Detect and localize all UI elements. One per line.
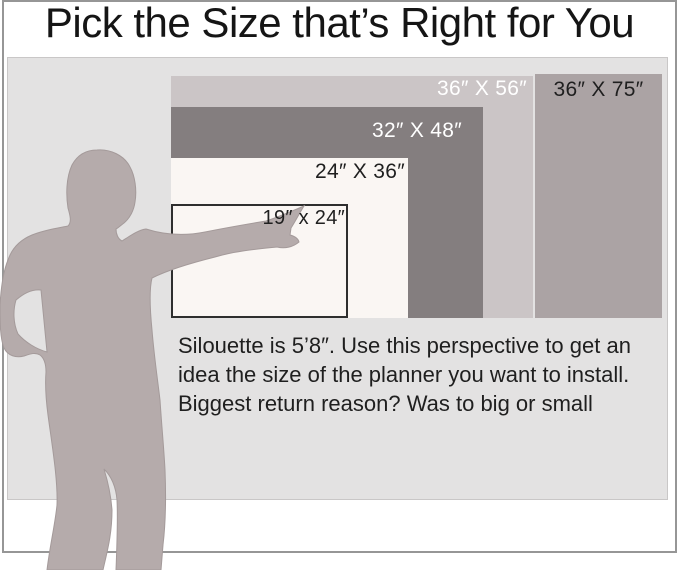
caption-line-2: idea the size of the planner you want to… (178, 362, 630, 387)
size-label-32x48: 32″ X 48″ (372, 119, 462, 142)
page-title: Pick the Size that’s Right for You (44, 0, 635, 46)
caption-line-1: Silouette is 5’8″. Use this perspective … (178, 333, 631, 358)
size-rect-36x75 (535, 74, 662, 318)
size-label-24x36: 24″ X 36″ (315, 160, 405, 183)
caption-line-3: Biggest return reason? Was to big or sma… (178, 391, 593, 416)
caption-text: Silouette is 5’8″. Use this perspective … (178, 331, 631, 418)
size-label-19x24: 19″ x 24″ (262, 207, 345, 229)
size-label-36x75: 36″ X 75″ (553, 78, 644, 101)
size-label-36x56: 36″ X 56″ (437, 77, 527, 100)
